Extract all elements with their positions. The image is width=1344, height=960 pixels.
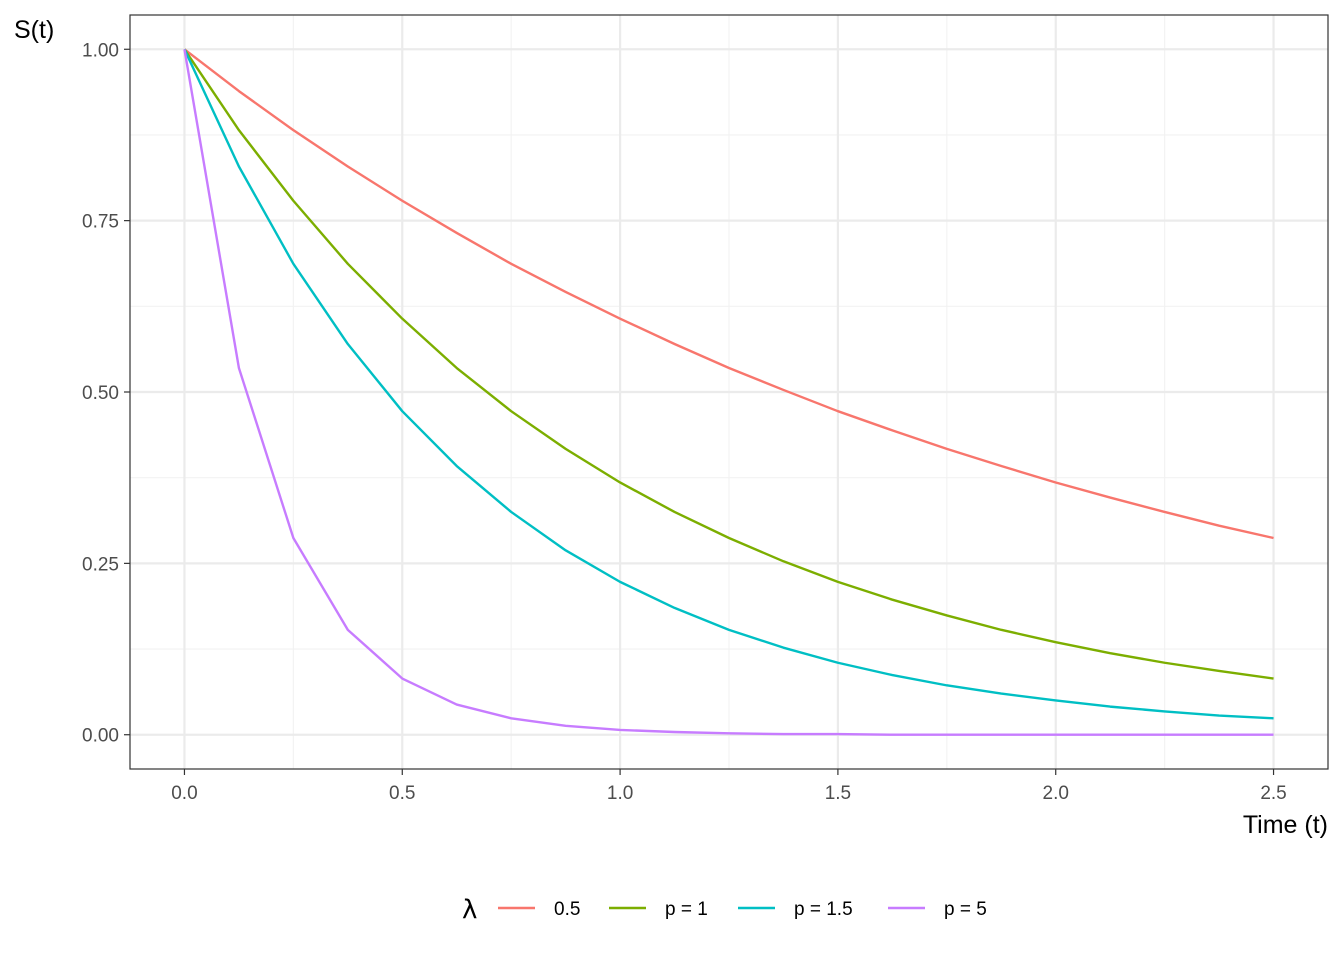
x-tick-label: 0.5 bbox=[389, 783, 415, 804]
legend-label: p = 5 bbox=[944, 899, 987, 920]
major-gridlines bbox=[130, 15, 1328, 769]
x-tick-label: 0.0 bbox=[171, 783, 197, 804]
x-tick-label: 1.5 bbox=[825, 783, 851, 804]
series-line-0-5 bbox=[183, 48, 1274, 540]
axis-ticks bbox=[124, 48, 1275, 775]
legend-label: p = 1.5 bbox=[794, 899, 853, 920]
series-line-p-1 bbox=[183, 48, 1274, 680]
series-lines bbox=[183, 48, 1274, 736]
x-tick-label: 1.0 bbox=[607, 783, 633, 804]
y-tick-label: 0.00 bbox=[82, 726, 119, 747]
series-line-p-5 bbox=[183, 49, 1274, 736]
y-tick-label: 0.25 bbox=[82, 554, 119, 575]
series-line-p-1-5 bbox=[183, 48, 1274, 720]
legend: λ 0.5 p = 1 p = 1.5 p = 5 bbox=[462, 895, 987, 925]
x-axis-title: Time (t) bbox=[1243, 811, 1328, 839]
y-tick-label: 0.50 bbox=[82, 383, 119, 404]
y-axis-title: S(t) bbox=[14, 16, 54, 44]
legend-label: p = 1 bbox=[665, 899, 708, 920]
y-tick-label: 0.75 bbox=[82, 212, 119, 233]
y-tick-label: 1.00 bbox=[82, 40, 119, 61]
legend-title: λ bbox=[462, 895, 477, 925]
x-tick-label: 2.5 bbox=[1260, 783, 1286, 804]
x-tick-label: 2.0 bbox=[1043, 783, 1069, 804]
tick-labels: 0.0 0.5 1.0 1.5 2.0 2.5 0.00 0.25 0.50 0.75 1.00 bbox=[82, 40, 1287, 804]
legend-label: 0.5 bbox=[554, 899, 580, 920]
